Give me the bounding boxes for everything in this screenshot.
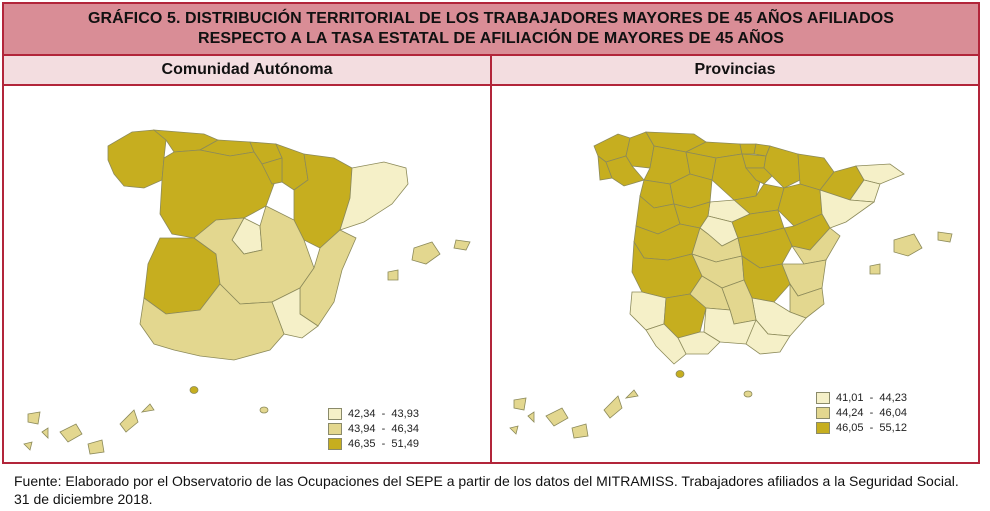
region-andalucia bbox=[139, 283, 285, 361]
province-canarias-3 bbox=[545, 407, 569, 427]
province-girona bbox=[855, 163, 905, 185]
region-canarias-5 bbox=[119, 409, 139, 433]
legend-row: 44,24 - 46,04 bbox=[816, 405, 907, 420]
column-header-comunidad: Comunidad Autónoma bbox=[161, 61, 333, 78]
map-comunidad bbox=[23, 129, 471, 455]
chart-title-bar: GRÁFICO 5. DISTRIBUCIÓN TERRITORIAL DE L… bbox=[4, 4, 978, 56]
province-baleares-ibiza bbox=[869, 263, 881, 275]
province-canarias-2 bbox=[527, 411, 535, 423]
legend-comunidad: 42,34 - 43,93 43,94 - 46,34 46,35 - 51,4… bbox=[328, 406, 419, 451]
legend-swatch-high bbox=[816, 421, 830, 434]
legend-to: 43,93 bbox=[391, 407, 419, 420]
legend-to: 51,49 bbox=[391, 437, 419, 450]
province-tarragona bbox=[819, 189, 876, 229]
legend-to: 55,12 bbox=[879, 421, 907, 434]
legend-swatch-mid bbox=[328, 422, 342, 435]
province-la-rioja bbox=[745, 167, 773, 185]
province-almeria bbox=[745, 319, 791, 355]
region-galicia bbox=[107, 129, 167, 189]
province-canarias-5 bbox=[603, 395, 623, 419]
legend-from: 43,94 bbox=[348, 422, 376, 435]
chart-title-line-1: GRÁFICO 5. DISTRIBUCIÓN TERRITORIAL DE L… bbox=[87, 10, 895, 27]
legend-from: 44,24 bbox=[836, 406, 864, 419]
province-canarias-6 bbox=[624, 389, 639, 399]
region-canarias-1 bbox=[27, 411, 41, 425]
province-melilla bbox=[743, 390, 753, 398]
region-baleares-menorca bbox=[453, 239, 471, 251]
legend-swatch-mid bbox=[816, 406, 830, 419]
map-panel-comunidad: 42,34 - 43,93 43,94 - 46,34 46,35 - 51,4… bbox=[4, 88, 488, 460]
region-cataluna bbox=[339, 161, 409, 231]
legend-row: 43,94 - 46,34 bbox=[328, 421, 419, 436]
legend-row: 46,05 - 55,12 bbox=[816, 420, 907, 435]
legend-from: 41,01 bbox=[836, 391, 864, 404]
province-baleares-mallorca bbox=[893, 233, 923, 257]
legend-row: 42,34 - 43,93 bbox=[328, 406, 419, 421]
legend-from: 46,05 bbox=[836, 421, 864, 434]
province-navarra bbox=[763, 145, 801, 189]
province-huelva bbox=[629, 291, 667, 331]
province-canarias-4 bbox=[571, 423, 589, 439]
region-canarias-7 bbox=[23, 441, 33, 451]
region-canarias-4 bbox=[87, 439, 105, 455]
legend-swatch-low bbox=[816, 391, 830, 404]
region-baleares-ibiza bbox=[387, 269, 399, 281]
legend-from: 42,34 bbox=[348, 407, 376, 420]
legend-row: 46,35 - 51,49 bbox=[328, 436, 419, 451]
region-la-rioja bbox=[261, 157, 283, 185]
source-note: Fuente: Elaborado por el Observatorio de… bbox=[14, 473, 959, 507]
map-provincias bbox=[509, 131, 953, 439]
legend-provincias: 41,01 - 44,23 44,24 - 46,04 46,05 - 55,1… bbox=[816, 390, 907, 435]
province-ceuta bbox=[675, 370, 685, 378]
province-cadiz bbox=[645, 323, 687, 365]
region-canarias-3 bbox=[59, 423, 83, 443]
province-canarias-7 bbox=[509, 425, 519, 435]
chart-title-line-2: RESPECTO A LA TASA ESTATAL DE AFILIACIÓN… bbox=[197, 30, 785, 47]
region-canarias-6 bbox=[140, 403, 155, 413]
legend-swatch-high bbox=[328, 437, 342, 450]
legend-to: 44,23 bbox=[879, 391, 907, 404]
legend-from: 46,35 bbox=[348, 437, 376, 450]
legend-to: 46,04 bbox=[879, 406, 907, 419]
province-baleares-menorca bbox=[937, 231, 953, 243]
legend-row: 41,01 - 44,23 bbox=[816, 390, 907, 405]
column-header-provincias: Provincias bbox=[694, 61, 776, 78]
region-valencia bbox=[299, 229, 357, 327]
legend-swatch-low bbox=[328, 407, 342, 420]
region-melilla bbox=[259, 406, 269, 414]
region-canarias-2 bbox=[41, 427, 49, 439]
chart-frame: GRÁFICO 5. DISTRIBUCIÓN TERRITORIAL DE L… bbox=[2, 2, 980, 464]
region-ceuta bbox=[189, 386, 199, 394]
region-baleares-mallorca bbox=[411, 241, 441, 265]
province-canarias-1 bbox=[513, 397, 527, 411]
province-vizcaya bbox=[739, 143, 757, 155]
legend-to: 46,34 bbox=[391, 422, 419, 435]
column-divider bbox=[490, 56, 492, 462]
map-panel-provincias: 41,01 - 44,23 44,24 - 46,04 46,05 - 55,1… bbox=[494, 88, 978, 460]
